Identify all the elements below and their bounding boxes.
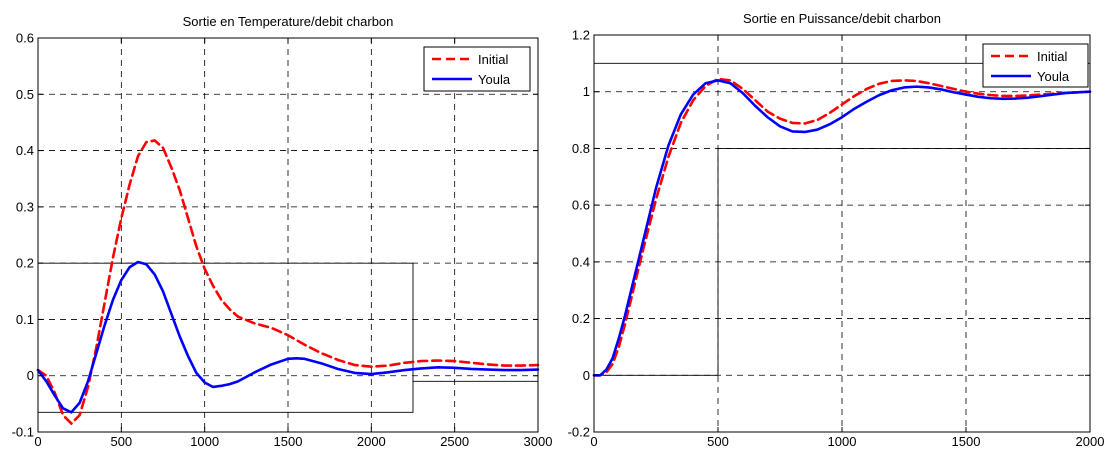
x-tick-label: 3000: [524, 434, 553, 449]
y-tick-label: 0.6: [572, 198, 590, 213]
chart-title: Sortie en Puissance/debit charbon: [743, 11, 941, 26]
y-tick-label: 0.4: [572, 254, 590, 269]
y-tick-label: 0: [583, 368, 590, 383]
legend-box: [982, 43, 1089, 88]
x-tick-label: 1500: [952, 434, 981, 449]
y-tick-label: 0.2: [16, 256, 34, 271]
y-tick-label: -0.2: [568, 425, 590, 440]
y-tick-label: 0.6: [16, 31, 34, 46]
y-tick-label: 0.8: [572, 141, 590, 156]
x-tick-label: 2500: [440, 434, 469, 449]
x-tick-label: 1000: [828, 434, 857, 449]
y-tick-label: 0.2: [572, 311, 590, 326]
chart-title: Sortie en Temperature/debit charbon: [183, 14, 394, 29]
plot-area: [38, 38, 538, 432]
x-tick-label: 500: [110, 434, 132, 449]
series-line-initial: [36, 139, 540, 425]
lower-bound-line: [38, 380, 538, 413]
y-tick-label: 0.5: [16, 87, 34, 102]
x-tick-label: 2000: [1076, 434, 1105, 449]
puissance-chart-panel: 0 500 1000 1500 2000-0.200.20.40.60.811.2Sor…: [568, 11, 1105, 449]
series-line-youla: [592, 79, 1092, 377]
y-tick-label: 0.4: [16, 143, 34, 158]
y-tick-label: 0.1: [16, 312, 34, 327]
y-tick-label: 0.3: [16, 199, 34, 214]
x-tick-label: 0: [34, 434, 41, 449]
temperature-chart-panel: 0 500 1000 1500 2000 2500 3000-0.100.10.20.30.…: [12, 14, 553, 449]
lower-bound-line: [594, 147, 1090, 376]
legend-label-youla: Youla: [1037, 69, 1070, 84]
x-tick-label: 0: [590, 434, 597, 449]
x-tick-label: 1500: [274, 434, 303, 449]
x-tick-label: 1000: [190, 434, 219, 449]
x-tick-label: 2000: [357, 434, 386, 449]
y-tick-label: 0: [27, 368, 34, 383]
x-tick-label: 500: [707, 434, 729, 449]
y-tick-label: 1: [583, 84, 590, 99]
legend-box: [423, 46, 531, 92]
y-tick-label: -0.1: [12, 425, 34, 440]
legend-label-youla: Youla: [478, 72, 511, 87]
upper-bound-line: [38, 262, 414, 382]
legend-label-initial: Initial: [478, 52, 508, 67]
series-line-youla: [36, 260, 540, 414]
series-line-initial: [592, 77, 1092, 377]
y-tick-label: 1.2: [572, 28, 590, 43]
legend-label-initial: Initial: [1037, 49, 1067, 64]
